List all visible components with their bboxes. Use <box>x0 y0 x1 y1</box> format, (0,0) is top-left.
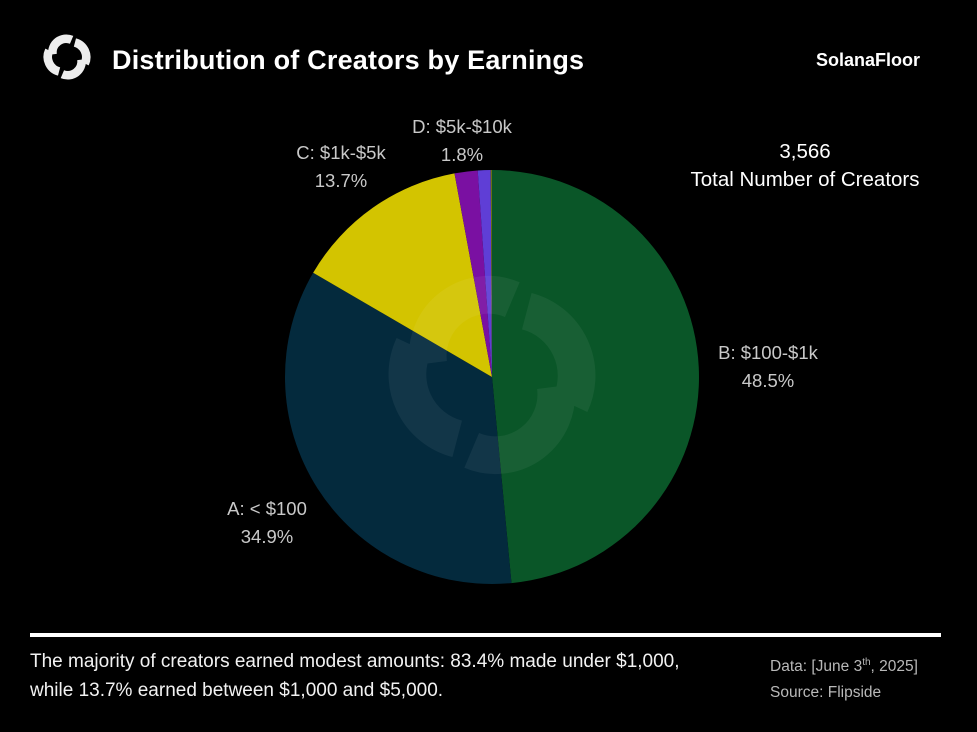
footnote: Data: [June 3th, 2025] Source: Flipside <box>770 650 960 706</box>
slice-label-d-name: D: $5k-$10k <box>412 116 512 137</box>
pie-slice <box>477 170 492 377</box>
date-ordinal-suffix: th <box>862 657 871 668</box>
data-source-line: Source: Flipside <box>770 684 882 702</box>
pie-slice <box>285 272 512 584</box>
slice-label-c: C: $1k-$5k 13.7% <box>256 139 426 195</box>
watermark-logo-icon <box>388 275 596 475</box>
slice-label-c-pct: 13.7% <box>314 170 368 191</box>
page-title: Distribution of Creators by Earnings <box>112 45 585 75</box>
total-creators-stat: 3,566 Total Number of Creators <box>650 138 960 194</box>
earnings-pie-chart <box>285 169 699 584</box>
slice-label-a: A: < $100 34.9% <box>182 495 352 551</box>
footer-divider <box>30 633 941 637</box>
slice-label-c-name: C: $1k-$5k <box>296 142 386 163</box>
pie-slice <box>454 170 492 377</box>
total-creators-value: 3,566 <box>779 140 831 163</box>
slice-label-a-name: A: < $100 <box>227 498 307 519</box>
pie-slice <box>313 173 492 377</box>
slice-label-d-pct: 1.8% <box>440 144 484 165</box>
summary-text: The majority of creators earned modest a… <box>30 651 680 701</box>
total-creators-label: Total Number of Creators <box>690 168 920 191</box>
pie-slice <box>492 170 699 584</box>
data-date-line: Data: [June 3th, 2025] <box>770 657 918 676</box>
slice-label-a-pct: 34.9% <box>240 526 294 547</box>
slice-label-d: D: $5k-$10k 1.8% <box>377 113 547 169</box>
slice-label-b-name: B: $100-$1k <box>718 342 818 363</box>
slice-label-b: B: $100-$1k 48.5% <box>683 339 853 395</box>
pie-chart-container <box>285 169 699 584</box>
brand-name: SolanaFloor <box>815 50 920 70</box>
solanafloor-logo-icon <box>43 34 91 80</box>
slice-label-b-pct: 48.5% <box>741 370 795 391</box>
